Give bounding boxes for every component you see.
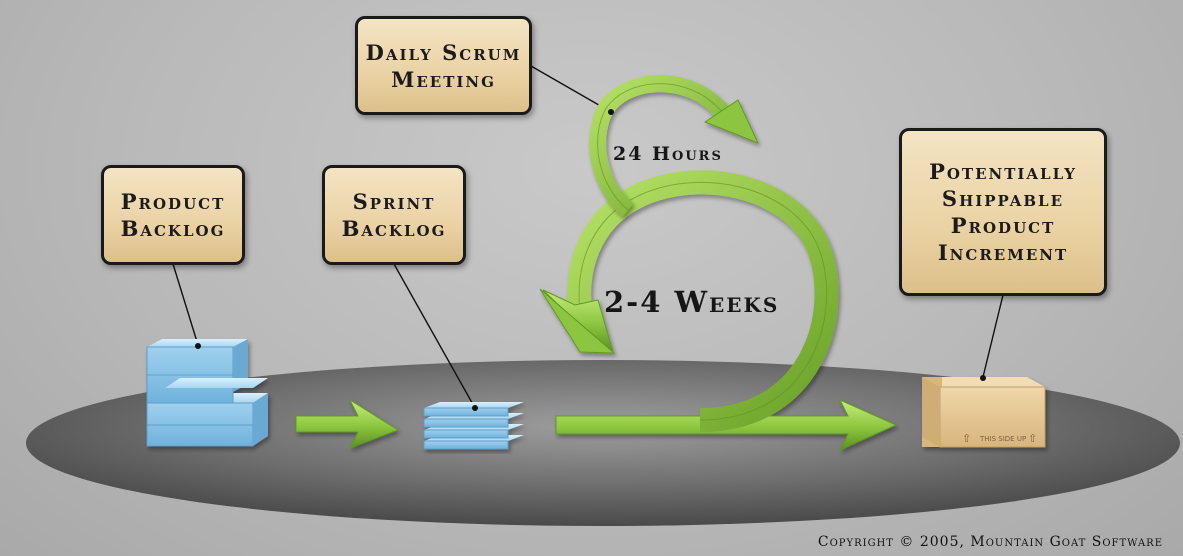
product-backlog-label: Product Backlog — [101, 165, 245, 265]
box-up-arrow-left: ⇧ — [962, 432, 971, 445]
box-up-arrow-right: ⇧ — [1028, 432, 1037, 445]
sprint-backlog-stack — [423, 402, 524, 450]
daily-cycle-caption: 24 Hours — [613, 143, 723, 165]
connector-increment — [982, 294, 1004, 378]
increment-label: Potentially Shippable Product Increment — [899, 128, 1107, 296]
daily-cycle-arrow — [589, 75, 759, 217]
copyright-notice: Copyright © 2005, Mountain Goat Software — [817, 534, 1163, 550]
connector-sprint-backlog — [393, 263, 476, 409]
connector-product-backlog — [172, 263, 199, 346]
sprint-backlog-label: Sprint Backlog — [322, 165, 466, 265]
product-backlog-stack — [146, 339, 268, 447]
sprint-backlog-dot — [472, 405, 478, 411]
sprint-cycle-arrow — [539, 170, 898, 452]
daily-scrum-dot — [608, 109, 614, 115]
sprint-cycle-caption: 2-4 Weeks — [604, 285, 780, 319]
product-backlog-dot — [195, 343, 201, 349]
shipping-box — [922, 377, 1046, 448]
connector-daily-scrum — [530, 65, 612, 113]
increment-dot — [980, 375, 986, 381]
floor-ellipse — [26, 360, 1180, 526]
daily-scrum-label: Daily Scrum Meeting — [355, 16, 532, 115]
box-side-label: THIS SIDE UP — [979, 435, 1026, 443]
flow-arrow-small — [295, 398, 400, 449]
